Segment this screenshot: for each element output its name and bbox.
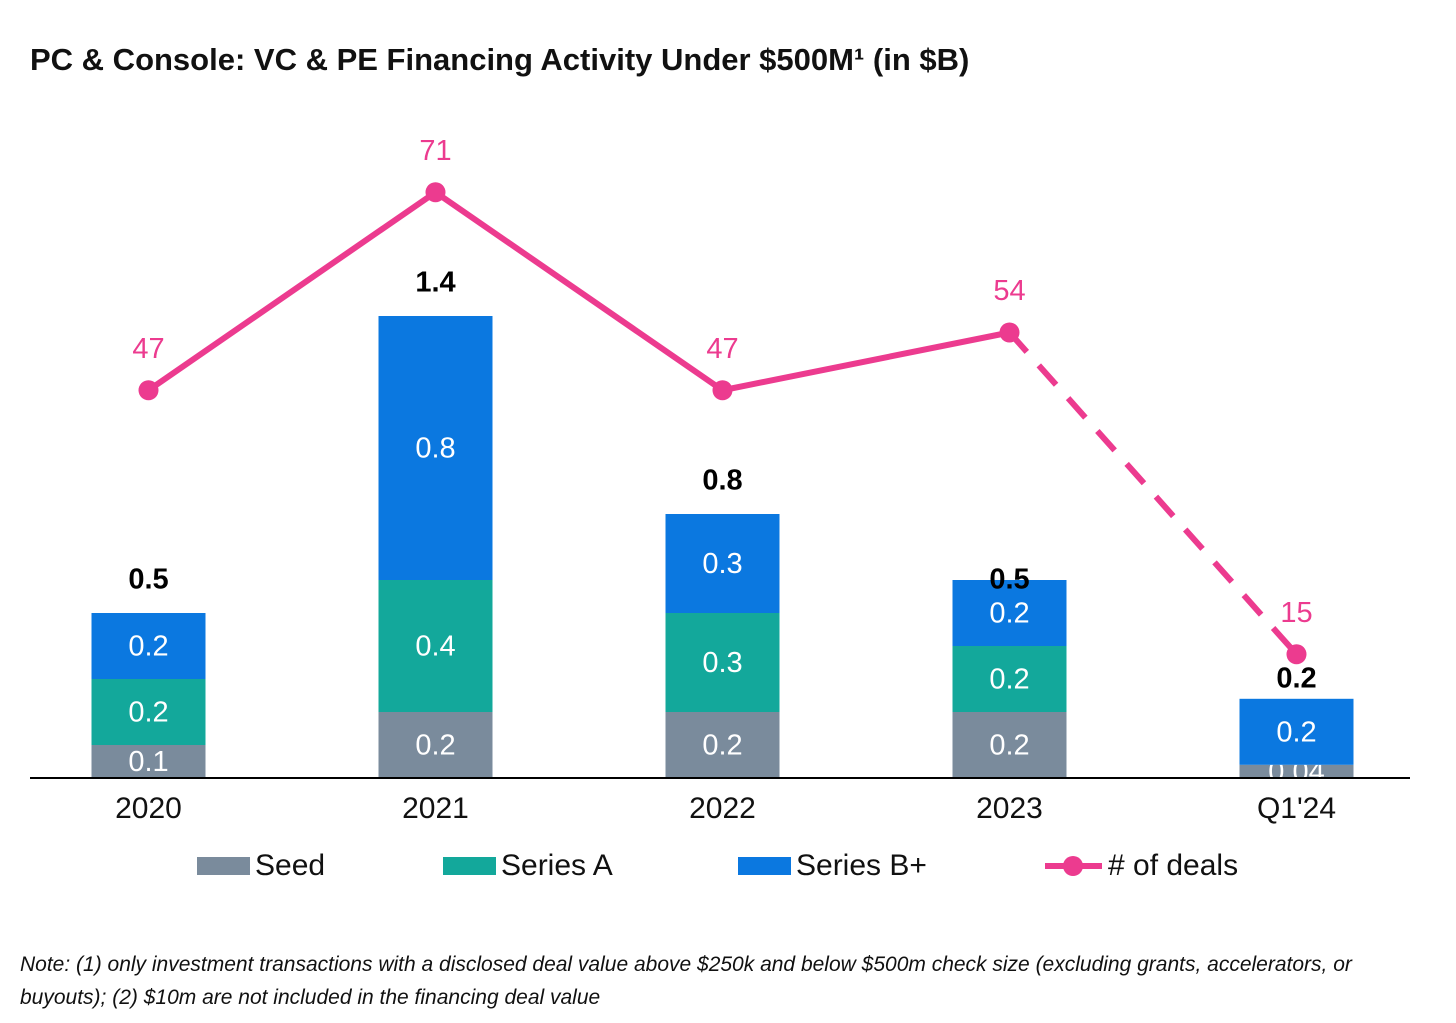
data-label: 0.2 [989, 598, 1029, 630]
data-label: 0.2 [989, 664, 1029, 696]
line-label: 54 [993, 275, 1025, 307]
data-label: 0.2 [415, 730, 455, 762]
line-dashed [1007, 330, 1299, 657]
data-label: 0.2 [128, 697, 168, 729]
total-label: 0.2 [1276, 663, 1316, 695]
bar-segment [665, 613, 780, 712]
x-tick-label: Q1'24 [1257, 792, 1336, 825]
x-tick-label: 2021 [402, 792, 469, 825]
data-label: 0.3 [702, 647, 742, 679]
data-label: 0.2 [989, 730, 1029, 762]
bar-segment [952, 580, 1067, 646]
data-label: 0.2 [128, 631, 168, 663]
data-label: 0.1 [128, 746, 168, 778]
legend-swatch [738, 857, 791, 875]
data-label: 0.2 [1276, 716, 1316, 748]
line-label: 15 [1280, 597, 1312, 629]
x-tick-label: 2023 [976, 792, 1043, 825]
legend-label: Series B+ [796, 849, 927, 882]
legend-label: Series A [501, 849, 613, 882]
legend-swatch [443, 857, 496, 875]
bar-segment [665, 712, 780, 778]
line-label: 47 [132, 333, 164, 365]
data-label: 0.3 [702, 548, 742, 580]
line-label: 71 [419, 135, 451, 167]
line [146, 188, 1011, 394]
legend-swatch [197, 857, 250, 875]
data-label: 0.2 [702, 730, 742, 762]
legend-label: # of deals [1108, 849, 1238, 882]
total-label: 1.4 [415, 267, 455, 299]
bar-segment [91, 679, 206, 745]
x-tick-label: 2022 [689, 792, 756, 825]
legend-label: Seed [255, 849, 325, 882]
bar-segment [378, 316, 493, 580]
chart: PC & Console: VC & PE Financing Activity… [30, 42, 1410, 882]
bar-segment [665, 514, 780, 613]
total-label: 0.8 [702, 465, 742, 497]
bar-segment [1239, 698, 1354, 765]
bar-segment [952, 646, 1067, 712]
bar-segment [91, 613, 206, 679]
footnote: Note: (1) only investment transactions w… [20, 953, 1352, 1009]
bar-segment [378, 580, 493, 712]
line-label: 47 [706, 333, 738, 365]
line-point [1286, 644, 1307, 665]
bar-segment [952, 712, 1067, 778]
data-label: 0.4 [415, 631, 455, 663]
chart-title: PC & Console: VC & PE Financing Activity… [30, 42, 969, 77]
line-point [712, 380, 733, 401]
line-point [425, 182, 446, 203]
line-point [999, 322, 1020, 343]
bar-segment [378, 712, 493, 778]
total-label: 0.5 [989, 564, 1029, 596]
bar-segment [91, 745, 206, 778]
bar-segment [1239, 764, 1354, 778]
total-label: 0.5 [128, 564, 168, 596]
data-label: 0.8 [415, 433, 455, 465]
legend-marker [1063, 856, 1083, 876]
x-tick-label: 2020 [115, 792, 182, 825]
line-point [138, 380, 159, 401]
